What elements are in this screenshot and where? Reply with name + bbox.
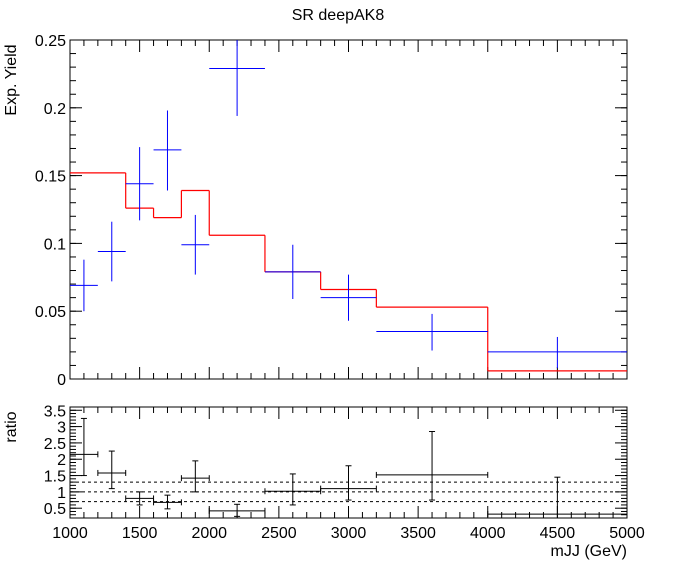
- ratio-y-axis: 0.511.522.533.5: [44, 403, 627, 518]
- x-tick-label: 3500: [400, 525, 436, 542]
- chart-title: SR deepAK8: [292, 7, 385, 24]
- ratio-plot-panel: 0.511.522.533.5 1000 1500 2000 2500 3000 3500…: [3, 403, 645, 560]
- x-tick-label: 3000: [331, 525, 367, 542]
- y-tick-label: 0.05: [35, 304, 66, 321]
- ratio-y-axis-label: ratio: [3, 411, 20, 442]
- x-tick-label: 1000: [52, 525, 88, 542]
- ratio-y-tick-label: 0.5: [44, 501, 66, 518]
- y-tick-label: 0.1: [44, 236, 66, 253]
- x-tick-label: 2500: [261, 525, 297, 542]
- y-tick-label: 0: [57, 372, 66, 389]
- ratio-y-tick-label: 1: [57, 485, 66, 502]
- y-tick-label: 0.15: [35, 169, 66, 186]
- y-tick-label: 0.2: [44, 101, 66, 118]
- ratio-y-tick-label: 1.5: [44, 469, 66, 486]
- y-tick-label: 0.25: [35, 33, 66, 50]
- ratio-y-tick-label: 2.5: [44, 436, 66, 453]
- blue-points-series: [70, 40, 627, 369]
- ratio-points-series: [69, 417, 628, 518]
- x-tick-label: 4000: [470, 525, 506, 542]
- main-plot-panel: 0 0.05 0.1 0.15 0.2 0.25 SR deepAK8 Exp. Yiel…: [3, 7, 628, 389]
- y-axis-label: Exp. Yield: [3, 44, 20, 115]
- x-tick-label: 4500: [540, 525, 576, 542]
- ratio-y-tick-label: 3: [57, 420, 66, 437]
- ratio-y-tick-label: 2: [57, 452, 66, 469]
- x-axis-label: mJJ (GeV): [551, 543, 627, 560]
- ratio-x-axis: 1000 1500 2000 2500 3000 3500 4000 4500 5000: [52, 407, 645, 542]
- x-tick-label: 2000: [191, 525, 227, 542]
- x-tick-label: 5000: [609, 525, 645, 542]
- ratio-y-tick-label: 3.5: [44, 403, 66, 420]
- main-y-axis: 0 0.05 0.1 0.15 0.2 0.25: [35, 33, 627, 389]
- x-tick-label: 1500: [122, 525, 158, 542]
